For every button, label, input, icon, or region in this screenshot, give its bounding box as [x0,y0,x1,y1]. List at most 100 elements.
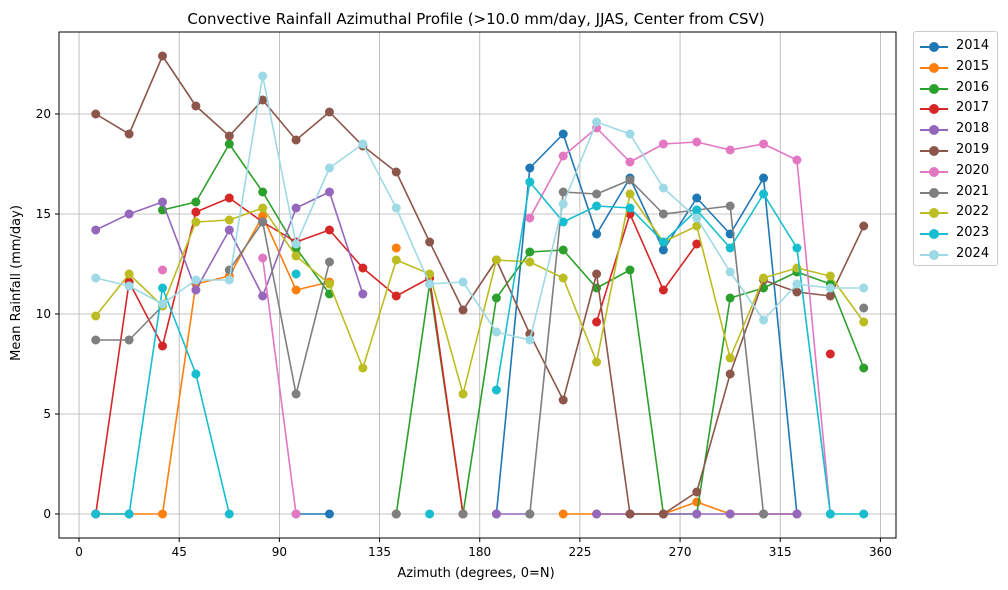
data-point [291,239,301,249]
data-point [825,509,835,519]
series-line [95,193,865,395]
legend-marker-swatch [929,104,939,115]
data-point [324,107,334,117]
data-point [558,509,568,519]
data-point [191,197,201,207]
data-point [658,183,668,193]
data-point [425,509,435,519]
y-tick-label: 20 [36,107,51,121]
x-tick-label: 315 [769,545,792,559]
legend-label: 2018 [956,121,990,137]
data-point [625,509,635,519]
data-point [158,299,168,309]
data-point [158,283,168,293]
data-point [525,213,535,223]
data-point [558,151,568,161]
data-point [458,389,468,399]
legend-item: 2014 [914,36,999,57]
series-2018 [91,187,802,519]
data-point [525,335,535,345]
legend-item: 2015 [914,57,999,78]
data-point [859,509,869,519]
data-point [759,273,769,283]
data-point [391,167,401,177]
x-tick-label: 135 [368,545,391,559]
series-line [95,75,864,341]
data-point [792,287,802,297]
series-line [495,181,864,515]
data-point [725,509,735,519]
data-point [91,273,101,283]
data-point [491,509,501,519]
legend-marker-swatch [929,208,939,219]
legend-item: 2016 [914,78,999,99]
data-point [658,139,668,149]
data-point [592,117,602,127]
legend-label: 2017 [956,100,990,116]
data-point [525,247,535,257]
data-point [324,257,334,267]
data-point [625,203,635,213]
x-tick-label: 45 [172,545,187,559]
legend-marker-swatch [929,166,939,177]
series-2020 [91,123,835,519]
series-line [95,55,865,515]
data-point [191,275,201,285]
data-point [124,281,134,291]
data-point [391,509,401,519]
data-point [291,285,301,295]
data-point [491,327,501,337]
data-point [391,255,401,265]
data-point [592,357,602,367]
data-point [124,335,134,345]
legend-marker-swatch [929,146,939,156]
data-point [558,129,568,139]
data-point [258,291,268,301]
series-line [162,143,331,295]
data-point [124,129,134,139]
series-line [228,221,331,395]
data-point [658,209,668,219]
series-line [261,257,297,515]
data-point [859,317,869,327]
data-point [224,215,234,225]
data-point [725,369,735,379]
data-point [191,207,201,217]
legend-label: 2023 [956,225,990,241]
data-point [558,395,568,405]
data-point [692,205,702,215]
data-point [291,251,301,261]
data-point [291,509,301,519]
data-point [458,305,468,315]
data-point [224,275,234,285]
data-point [391,291,401,301]
chart-title: Convective Rainfall Azimuthal Profile (>… [187,10,764,28]
data-point [825,349,835,359]
data-point [425,269,435,279]
data-point [692,487,702,497]
data-point [658,285,668,295]
data-point [324,225,334,235]
data-point [258,217,268,227]
data-point [491,385,501,395]
data-point [859,303,869,313]
data-point [592,269,602,279]
x-tick-label: 180 [468,545,491,559]
series-line [595,213,698,323]
data-point [91,109,101,119]
data-point [759,173,769,183]
data-point [391,203,401,213]
data-point [224,509,234,519]
x-tick-label: 225 [568,545,591,559]
legend-item: 2019 [914,140,999,161]
data-point [592,229,602,239]
data-point [725,243,735,253]
data-point [692,193,702,203]
data-point [358,363,368,373]
data-point [324,187,334,197]
legend-label: 2015 [956,58,990,74]
data-point [759,315,769,325]
x-tick-label: 270 [669,545,692,559]
data-point [191,101,201,111]
data-point [625,157,635,167]
